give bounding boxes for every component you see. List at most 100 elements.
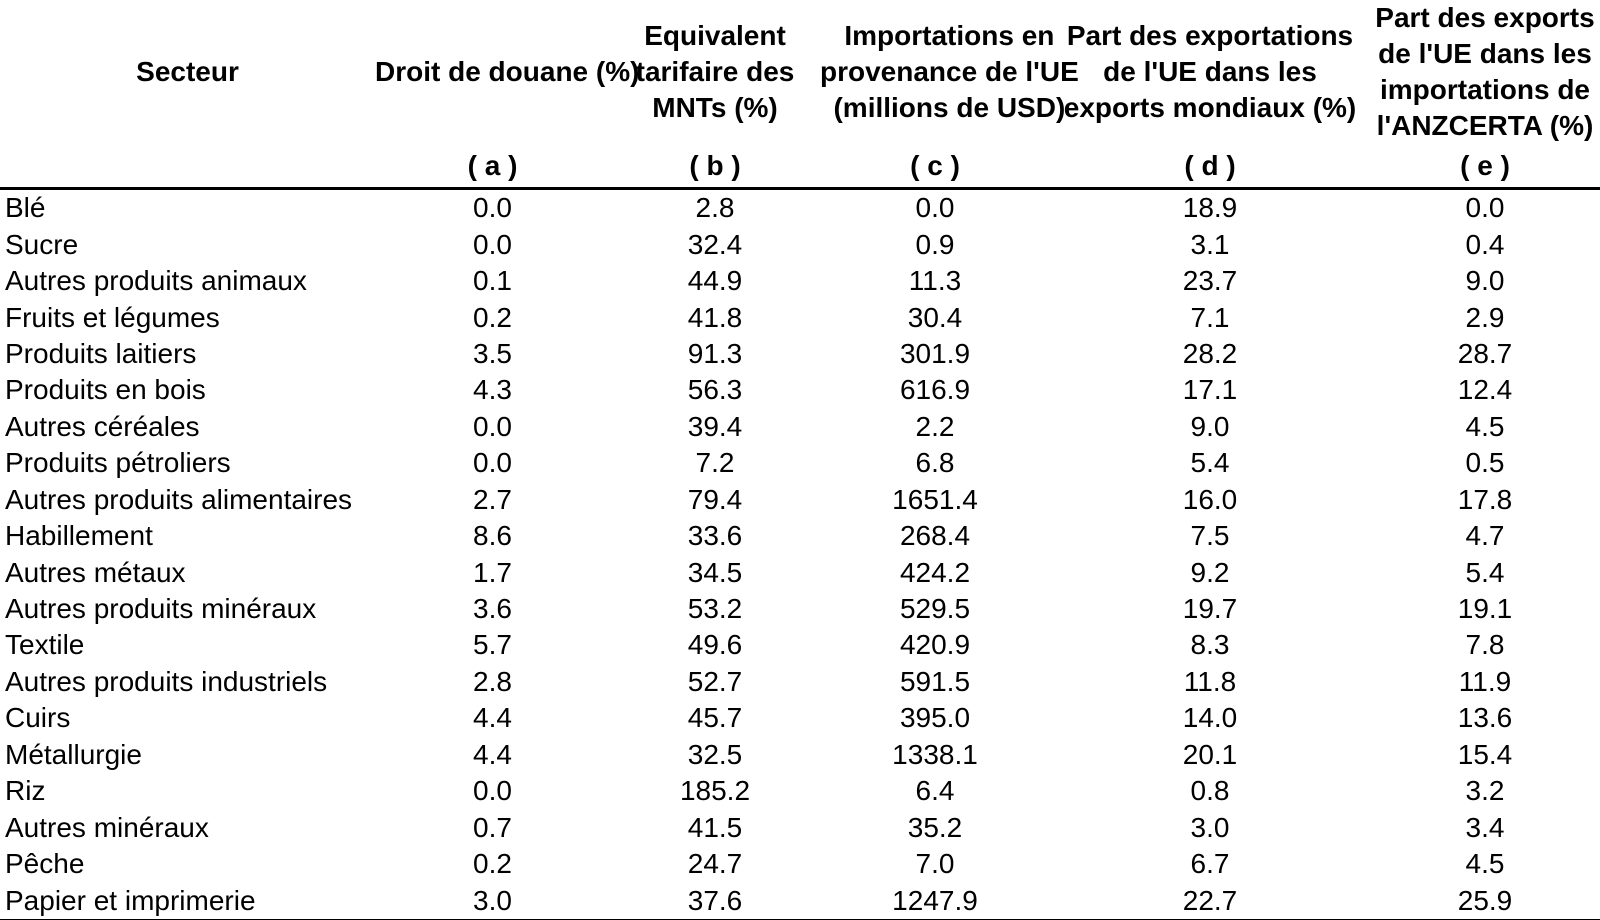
value-cell: 3.1 — [1190, 228, 1230, 260]
value-cell: 0.7 — [473, 811, 512, 843]
sector-label-cell: Riz — [5, 775, 46, 807]
value-cell: 34.5 — [687, 556, 743, 588]
column-subheader-b: ( b ) — [610, 144, 820, 190]
value-cell: 395.0 — [899, 702, 971, 734]
value-cell: 2.9 — [1465, 301, 1505, 333]
table-row: Pêche 0.2 24.7 7.0 6.7 4.5 — [0, 846, 1600, 882]
sector-label-cell: Autres minéraux — [5, 811, 209, 843]
table-row: Sucre 0.0 32.4 0.9 3.1 0.4 — [0, 226, 1600, 262]
column-header-part-exports-monde: Part des exportations de l'UE dans les e… — [1063, 20, 1357, 123]
table-row: Cuirs 4.4 45.7 395.0 14.0 13.6 — [0, 700, 1600, 736]
value-cell: 4.4 — [473, 738, 512, 770]
value-cell: 18.9 — [1182, 192, 1238, 224]
value-cell: 41.8 — [687, 301, 743, 333]
table-row: Métallurgie 4.4 32.5 1338.1 20.1 15.4 — [0, 737, 1600, 773]
value-cell: 23.7 — [1182, 265, 1238, 297]
sector-label-cell: Autres produits minéraux — [5, 593, 317, 625]
sector-label-cell: Métallurgie — [5, 738, 142, 770]
sector-label-cell: Pêche — [5, 848, 85, 880]
table-row: Autres produits industriels 2.8 52.7 591.5 1… — [0, 664, 1600, 700]
column-header-equivalent-mnt: Equivalent tarifaire des MNTs (%) — [635, 20, 795, 123]
value-cell: 0.1 — [473, 265, 512, 297]
value-cell: 591.5 — [899, 665, 971, 697]
table-row: Produits pétroliers 0.0 7.2 6.8 5.4 0.5 — [0, 445, 1600, 481]
value-cell: 11.3 — [908, 265, 962, 297]
column-subheader-c: ( c ) — [820, 144, 1050, 190]
value-cell: 7.1 — [1190, 301, 1230, 333]
sector-label-cell: Autres métaux — [5, 556, 186, 588]
value-cell: 7.0 — [915, 848, 955, 880]
sector-label-cell: Autres céréales — [5, 410, 200, 442]
value-cell: 32.5 — [687, 738, 743, 770]
value-cell: 44.9 — [687, 265, 743, 297]
value-cell: 0.5 — [1465, 447, 1505, 479]
value-cell: 14.0 — [1182, 702, 1238, 734]
value-cell: 28.7 — [1457, 337, 1513, 369]
value-cell: 4.5 — [1465, 848, 1505, 880]
value-cell: 19.7 — [1182, 593, 1238, 625]
table-row: Autres produits minéraux 3.6 53.2 529.5 19.7… — [0, 591, 1600, 627]
value-cell: 5.7 — [473, 629, 512, 661]
column-subheader-d: ( d ) — [1050, 144, 1370, 190]
value-cell: 49.6 — [687, 629, 743, 661]
value-cell: 0.0 — [473, 775, 512, 807]
value-cell: 39.4 — [687, 410, 743, 442]
sector-label-cell: Papier et imprimerie — [5, 884, 256, 916]
column-subheader-a: ( a ) — [375, 144, 610, 190]
value-cell: 91.3 — [687, 337, 743, 369]
value-cell: 0.0 — [473, 410, 512, 442]
value-cell: 1.7 — [473, 556, 512, 588]
value-cell: 2.8 — [695, 192, 735, 224]
value-cell: 3.5 — [473, 337, 512, 369]
value-cell: 2.8 — [473, 665, 512, 697]
value-cell: 9.2 — [1190, 556, 1230, 588]
value-cell: 32.4 — [687, 228, 743, 260]
value-cell: 52.7 — [687, 665, 743, 697]
value-cell: 4.3 — [473, 374, 512, 406]
value-cell: 6.4 — [915, 775, 955, 807]
table-row: Autres métaux 1.7 34.5 424.2 9.2 5.4 — [0, 554, 1600, 590]
column-header-secteur: Secteur — [136, 56, 239, 87]
value-cell: 4.5 — [1465, 410, 1505, 442]
value-cell: 268.4 — [899, 520, 971, 552]
value-cell: 4.4 — [473, 702, 512, 734]
value-cell: 1651.4 — [892, 483, 978, 515]
value-cell: 7.2 — [695, 447, 735, 479]
value-cell: 13.6 — [1457, 702, 1513, 734]
value-cell: 0.0 — [915, 192, 955, 224]
table-row: Blé 0.0 2.8 0.0 18.9 0.0 — [0, 189, 1600, 227]
value-cell: 6.8 — [915, 447, 955, 479]
sector-label-cell: Cuirs — [5, 702, 71, 734]
table-row: Autres minéraux 0.7 41.5 35.2 3.0 3.4 — [0, 809, 1600, 845]
table-row: Fruits et légumes 0.2 41.8 30.4 7.1 2.9 — [0, 299, 1600, 335]
sector-label-cell: Blé — [5, 192, 46, 224]
value-cell: 16.0 — [1182, 483, 1238, 515]
value-cell: 12.4 — [1457, 374, 1513, 406]
table-row: Autres céréales 0.0 39.4 2.2 9.0 4.5 — [0, 409, 1600, 445]
value-cell: 0.9 — [915, 228, 955, 260]
subheader-row: ( a ) ( b ) ( c ) ( d ) ( e ) — [0, 144, 1600, 190]
value-cell: 56.3 — [687, 374, 743, 406]
table-row: Autres produits alimentaires 2.7 79.4 1651.… — [0, 482, 1600, 518]
column-subheader-secteur — [0, 144, 375, 190]
sector-label-cell: Produits pétroliers — [5, 447, 231, 479]
value-cell: 185.2 — [679, 775, 751, 807]
value-cell: 17.8 — [1457, 483, 1513, 515]
value-cell: 0.2 — [473, 301, 512, 333]
column-header-droit-de-douane: Droit de douane (%) — [375, 56, 640, 87]
value-cell: 8.3 — [1190, 629, 1230, 661]
value-cell: 5.4 — [1465, 556, 1505, 588]
value-cell: 19.1 — [1457, 593, 1513, 625]
column-header-part-imports-anzcerta: Part des exports de l'UE dans les import… — [1375, 2, 1595, 141]
table-row: Riz 0.0 185.2 6.4 0.8 3.2 — [0, 773, 1600, 809]
value-cell: 3.2 — [1465, 775, 1505, 807]
table-row: Produits en bois 4.3 56.3 616.9 17.1 12.4 — [0, 372, 1600, 408]
value-cell: 25.9 — [1457, 884, 1513, 916]
value-cell: 8.6 — [473, 520, 512, 552]
sector-label-cell: Produits en bois — [5, 374, 206, 406]
table-row: Produits laitiers 3.5 91.3 301.9 28.2 28.7 — [0, 336, 1600, 372]
header-row: Secteur Droit de douane (%) Equivalent t… — [0, 0, 1600, 144]
value-cell: 9.0 — [1465, 265, 1505, 297]
value-cell: 6.7 — [1190, 848, 1230, 880]
